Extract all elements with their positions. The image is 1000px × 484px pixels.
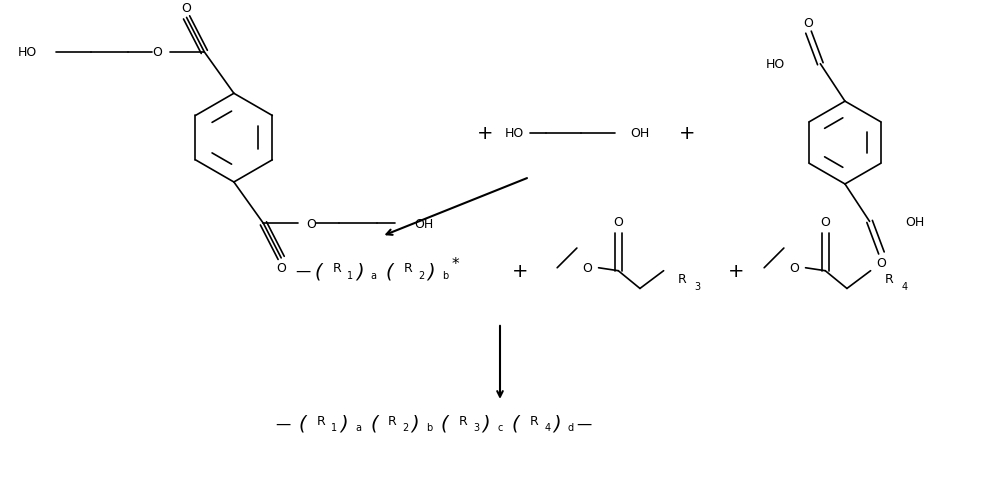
Text: ): ) bbox=[356, 262, 364, 281]
Text: (: ( bbox=[386, 262, 393, 281]
Text: O: O bbox=[820, 215, 830, 228]
Text: c: c bbox=[497, 423, 503, 433]
Text: R: R bbox=[333, 262, 342, 275]
Text: O: O bbox=[152, 46, 162, 59]
Text: 2: 2 bbox=[418, 270, 424, 280]
Text: O: O bbox=[182, 2, 192, 15]
Text: O: O bbox=[804, 17, 813, 30]
Text: 1: 1 bbox=[347, 270, 353, 280]
Text: 4: 4 bbox=[901, 282, 907, 292]
Text: O: O bbox=[789, 262, 799, 275]
Text: (: ( bbox=[299, 414, 307, 433]
Text: R: R bbox=[677, 272, 686, 286]
Text: O: O bbox=[613, 215, 623, 228]
Text: a: a bbox=[371, 270, 377, 280]
Text: (: ( bbox=[370, 414, 378, 433]
Text: ): ) bbox=[340, 414, 348, 433]
Text: OH: OH bbox=[414, 217, 433, 230]
Text: b: b bbox=[442, 270, 448, 280]
Text: R: R bbox=[884, 272, 893, 286]
Text: *: * bbox=[452, 257, 459, 272]
Text: O: O bbox=[306, 217, 316, 230]
Text: d: d bbox=[568, 423, 574, 433]
Text: OH: OH bbox=[905, 215, 924, 228]
Text: ): ) bbox=[482, 414, 490, 433]
Text: HO: HO bbox=[505, 127, 524, 140]
Text: O: O bbox=[582, 262, 592, 275]
Text: 1: 1 bbox=[331, 423, 337, 433]
Text: 4: 4 bbox=[544, 423, 550, 433]
Text: a: a bbox=[355, 423, 361, 433]
Text: R: R bbox=[317, 414, 326, 427]
Text: OH: OH bbox=[630, 127, 649, 140]
Text: O: O bbox=[877, 257, 886, 270]
Text: R: R bbox=[530, 414, 539, 427]
Text: b: b bbox=[426, 423, 432, 433]
Text: —: — bbox=[295, 264, 310, 279]
Text: —: — bbox=[576, 416, 591, 431]
Text: HO: HO bbox=[18, 46, 37, 59]
Text: (: ( bbox=[315, 262, 322, 281]
Text: 3: 3 bbox=[694, 282, 700, 292]
Text: O: O bbox=[276, 262, 286, 275]
Text: +: + bbox=[511, 262, 528, 281]
Text: —: — bbox=[276, 416, 291, 431]
Text: ): ) bbox=[553, 414, 561, 433]
Text: R: R bbox=[388, 414, 397, 427]
Text: +: + bbox=[728, 262, 745, 281]
Text: R: R bbox=[459, 414, 468, 427]
Text: 3: 3 bbox=[473, 423, 479, 433]
Text: R: R bbox=[404, 262, 413, 275]
Text: +: + bbox=[679, 124, 696, 143]
Text: 2: 2 bbox=[402, 423, 409, 433]
Text: +: + bbox=[477, 124, 493, 143]
Text: (: ( bbox=[512, 414, 520, 433]
Text: ): ) bbox=[427, 262, 435, 281]
Text: HO: HO bbox=[766, 58, 785, 71]
Text: (: ( bbox=[441, 414, 449, 433]
Text: ): ) bbox=[411, 414, 419, 433]
